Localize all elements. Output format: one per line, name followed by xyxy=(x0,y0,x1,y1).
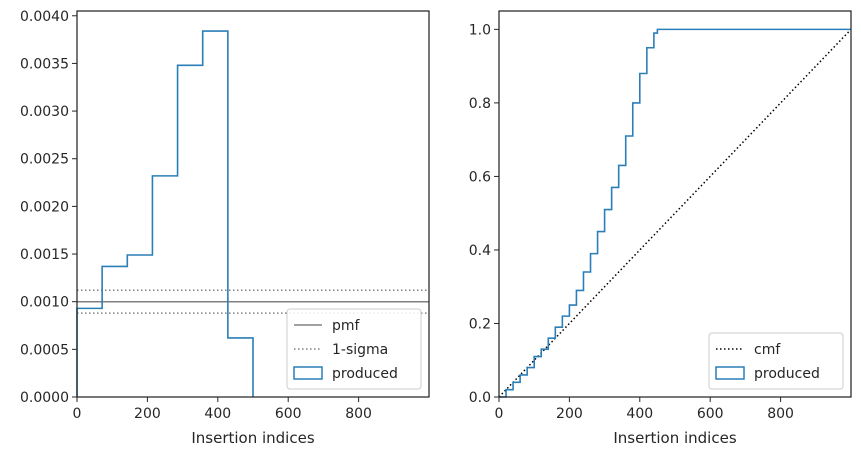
histogram-outline xyxy=(76,30,254,397)
y-tick-label: 0.0040 xyxy=(20,9,69,25)
legend-label: produced xyxy=(754,366,820,382)
legend-label: pmf xyxy=(332,318,361,334)
histogram-bar xyxy=(77,308,102,397)
y-tick-label: 0.0010 xyxy=(20,295,69,311)
histogram-bar xyxy=(228,338,253,397)
legend-box xyxy=(708,332,844,390)
y-tick-label: 0.8 xyxy=(469,96,491,112)
legend-handle-box xyxy=(715,366,745,380)
x-tick-label: 600 xyxy=(275,406,302,422)
x-axis-label: Insertion indices xyxy=(191,429,314,447)
y-tick-label: 0.0025 xyxy=(20,152,69,168)
x-tick-label: 400 xyxy=(626,406,653,422)
histogram-panel: 0 200 400 600 800 0.0000 0.0005 0.0010 0.0015 0.0… xyxy=(20,9,430,447)
x-tick-label: 200 xyxy=(556,406,583,422)
histogram-bar xyxy=(102,266,127,397)
legend-label: 1-sigma xyxy=(332,342,388,358)
y-tick-label: 0.0020 xyxy=(20,199,69,215)
cdf-panel: 0 200 400 600 800 0.0 0.2 0.4 0.6 0.8 1.0 Insertion… xyxy=(469,10,852,447)
legend: pmf 1-sigma produced xyxy=(286,308,422,390)
y-tick-label: 0.0035 xyxy=(20,56,69,72)
histogram-bar xyxy=(178,65,203,397)
y-tick-label: 0.0 xyxy=(469,390,491,406)
x-tick-label: 400 xyxy=(204,406,231,422)
histogram-bar xyxy=(203,31,228,397)
x-tick-label: 800 xyxy=(767,406,794,422)
histogram-bar xyxy=(152,176,177,397)
y-tick-label: 1.0 xyxy=(469,22,491,38)
y-tick-label: 0.0000 xyxy=(20,390,69,406)
x-tick-label: 0 xyxy=(495,406,504,422)
y-tick-label: 0.6 xyxy=(469,169,491,185)
cmf-line xyxy=(498,28,852,398)
legend: cmf produced xyxy=(708,332,844,390)
x-tick-label: 600 xyxy=(697,406,724,422)
legend-handle-box xyxy=(293,366,323,380)
produced-cdf-line xyxy=(499,28,851,398)
plot-frame xyxy=(498,10,852,398)
y-tick-label: 0.0030 xyxy=(20,104,69,120)
y-tick-label: 0.0015 xyxy=(20,247,69,263)
legend-label: cmf xyxy=(754,342,781,358)
plot-frame xyxy=(76,10,430,398)
y-tick-label: 0.4 xyxy=(469,243,491,259)
legend-box xyxy=(286,308,422,390)
y-tick-label: 0.2 xyxy=(469,316,491,332)
x-tick-label: 0 xyxy=(73,406,82,422)
legend-label: produced xyxy=(332,366,398,382)
histogram-bar xyxy=(127,255,152,397)
y-tick-label: 0.0005 xyxy=(20,342,69,358)
x-axis-label: Insertion indices xyxy=(613,429,736,447)
x-tick-label: 200 xyxy=(134,406,161,422)
x-tick-label: 800 xyxy=(345,406,372,422)
